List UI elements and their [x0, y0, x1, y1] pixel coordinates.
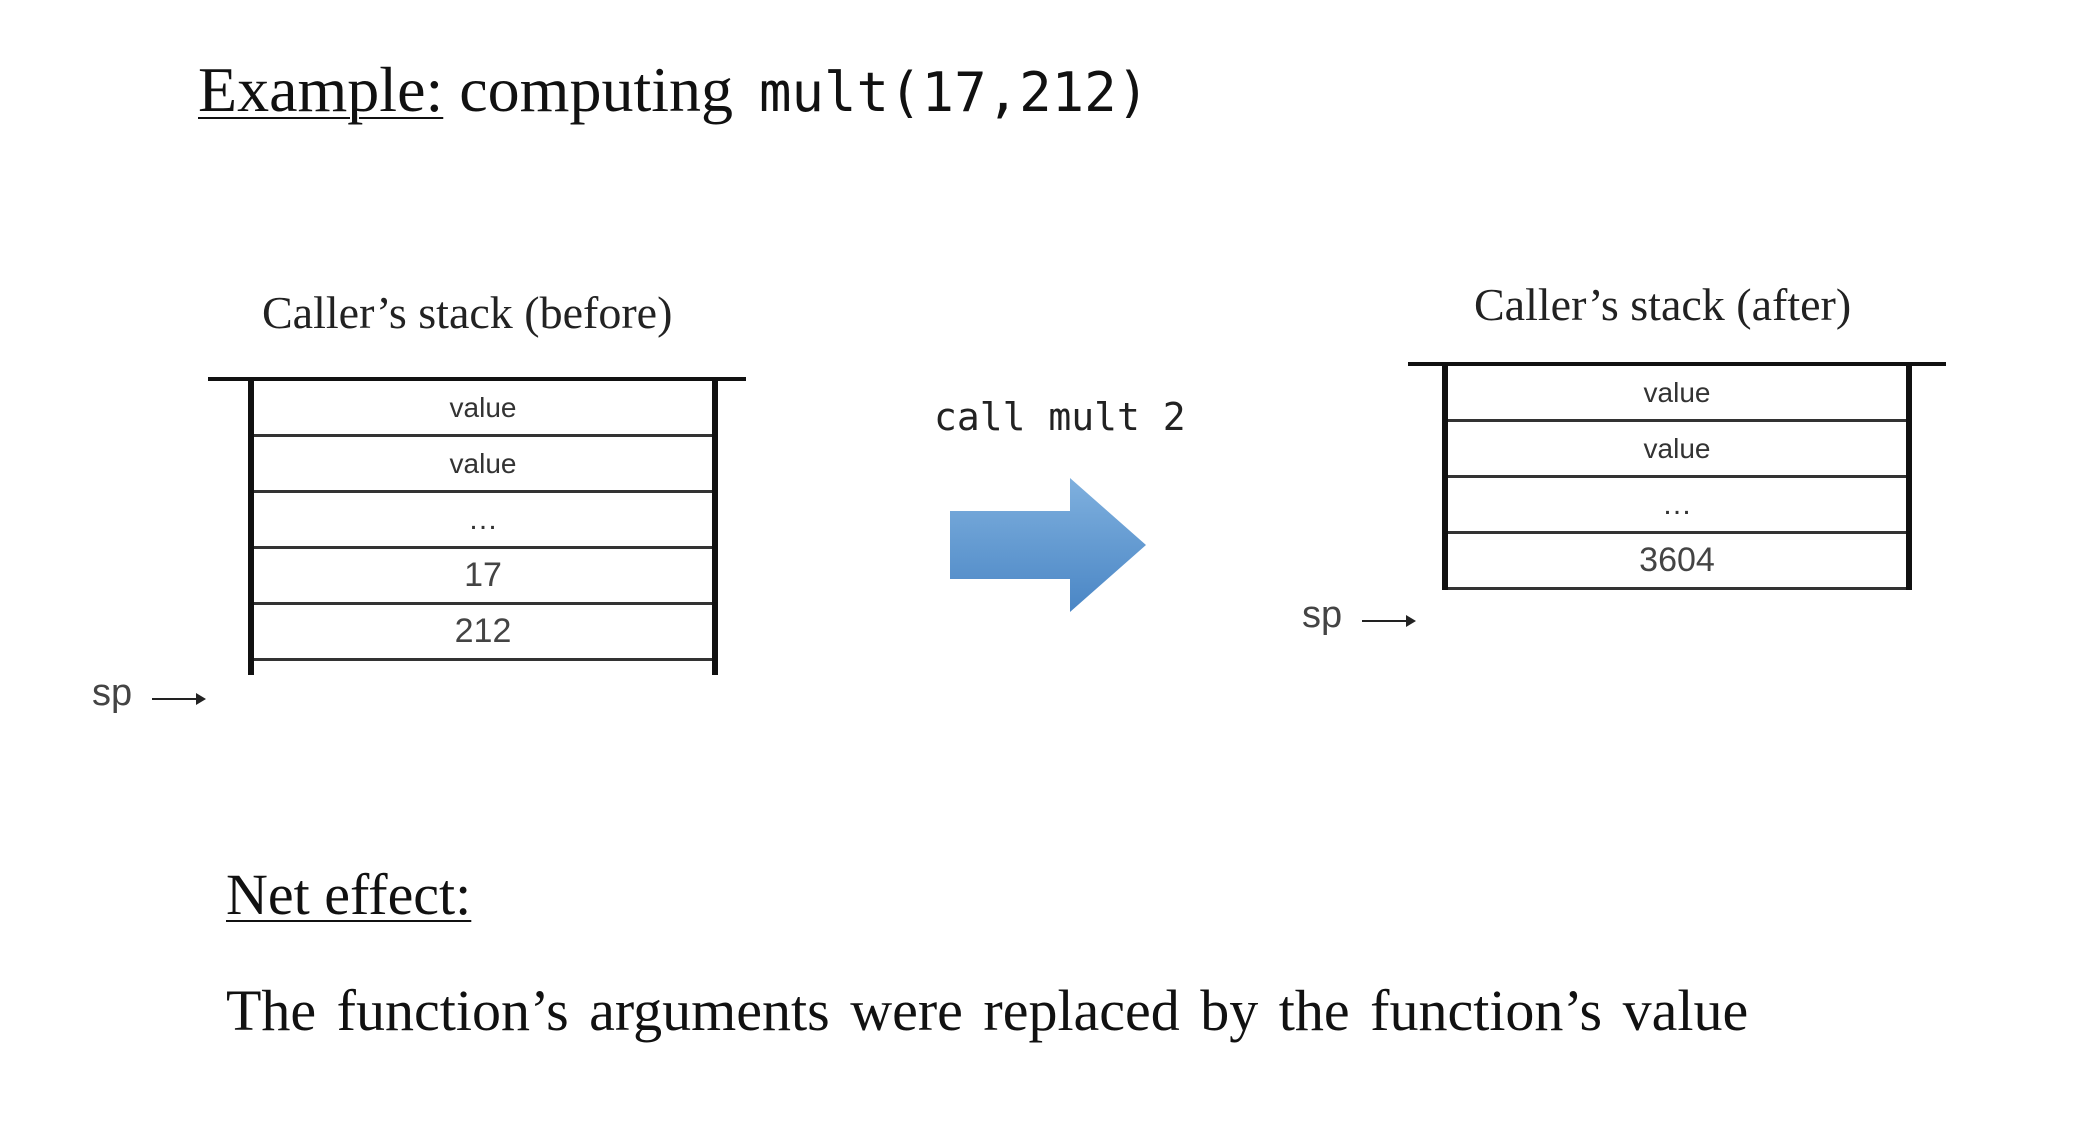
- before-stack-title: Caller’s stack (before): [262, 290, 672, 336]
- call-label: call mult 2: [934, 398, 1186, 436]
- after-stack-cell: …: [1448, 478, 1906, 534]
- before-stack-empty-space: [254, 661, 712, 675]
- title-prefix: Example:: [198, 54, 443, 125]
- after-stack-cell: value: [1448, 422, 1906, 478]
- slide-title: Example: computing mult(17,212): [198, 58, 1149, 122]
- before-stack-cell: 212: [254, 605, 712, 661]
- before-stack-cell: value: [254, 437, 712, 493]
- after-sp-arrow-icon: [1362, 620, 1414, 622]
- before-stack-cell: …: [254, 493, 712, 549]
- before-stack: value value … 17 212: [248, 381, 718, 675]
- before-sp-label: sp: [92, 674, 132, 712]
- title-code: mult(17,212): [759, 61, 1149, 124]
- after-stack-title: Caller’s stack (after): [1474, 282, 1851, 328]
- after-stack-cell: value: [1448, 366, 1906, 422]
- net-effect-title: Net effect:: [226, 866, 471, 924]
- after-sp-label: sp: [1302, 596, 1342, 634]
- before-sp-arrow-icon: [152, 698, 204, 700]
- before-stack-cell: 17: [254, 549, 712, 605]
- before-stack-cell: value: [254, 381, 712, 437]
- after-stack: value value … 3604: [1442, 366, 1912, 590]
- after-stack-cell: 3604: [1448, 534, 1906, 590]
- net-effect-text: The function’s arguments were replaced b…: [226, 982, 1748, 1040]
- right-arrow-icon: [950, 478, 1146, 612]
- title-text: computing: [459, 54, 733, 125]
